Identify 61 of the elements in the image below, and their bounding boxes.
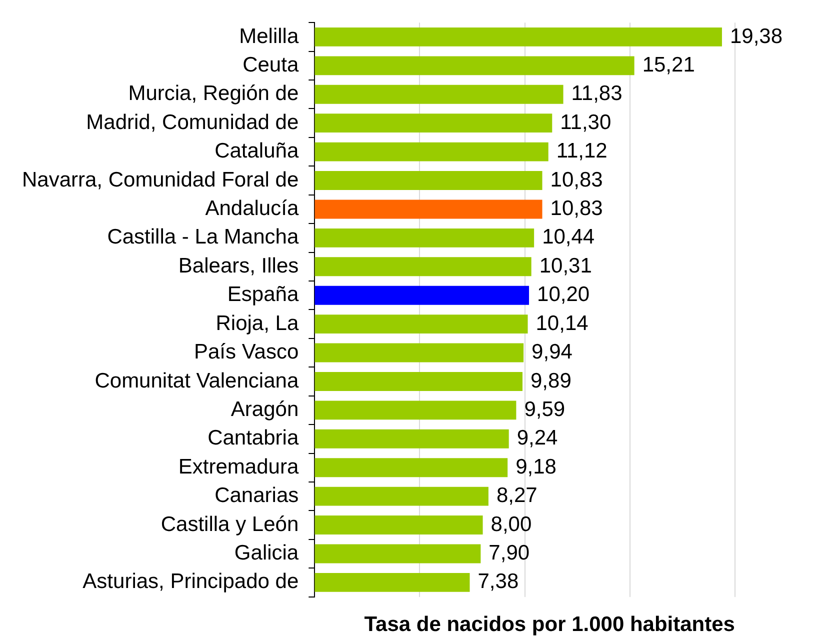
data-label: 8,27 — [496, 484, 538, 508]
data-label: 9,59 — [524, 398, 566, 421]
y-tick-label: Cantabria — [208, 426, 299, 450]
y-tick-label: Comunitat Valenciana — [94, 369, 299, 392]
bar — [314, 544, 481, 564]
data-label: 8,00 — [490, 512, 532, 536]
bar — [314, 114, 552, 133]
y-tick-label: Canarias — [214, 484, 299, 508]
bar — [314, 27, 722, 46]
bar — [314, 486, 488, 506]
bar — [314, 516, 483, 534]
data-label: 9,94 — [532, 340, 573, 364]
bar — [314, 200, 542, 219]
y-tick-label: Rioja, La — [216, 312, 299, 335]
bar — [314, 458, 508, 478]
y-tick-label: Murcia, Región de — [128, 82, 299, 106]
data-label: 11,83 — [571, 82, 622, 106]
bar — [314, 286, 530, 305]
y-tick-label: Ceuta — [242, 53, 299, 76]
data-label: 15,21 — [642, 53, 695, 76]
data-label: 10,44 — [542, 226, 595, 249]
bar — [314, 84, 564, 104]
x-axis-title: Tasa de nacidos por 1.000 habitantes — [364, 613, 735, 636]
data-label: 10,83 — [550, 197, 603, 220]
y-tick-label: Castilla y León — [160, 512, 299, 536]
y-tick-label: Asturias, Principado de — [82, 570, 299, 594]
data-label: 9,18 — [516, 455, 556, 478]
y-tick-label: Balears, Illes — [178, 254, 299, 278]
y-tick-label: Extremadura — [178, 455, 299, 478]
bar — [314, 429, 509, 448]
data-label: 7,90 — [488, 542, 530, 565]
y-tick-label: Aragón — [230, 398, 299, 421]
bar — [314, 56, 634, 76]
y-tick-label: Galicia — [234, 542, 299, 565]
bar — [314, 142, 548, 162]
data-label: 10,31 — [539, 254, 592, 278]
data-label: 11,12 — [556, 140, 608, 163]
bar — [314, 372, 523, 391]
y-tick-label: Navarra, Comunidad Foral de — [22, 168, 299, 192]
bar — [314, 572, 470, 592]
bar — [314, 343, 524, 362]
data-label: 10,83 — [550, 168, 603, 192]
y-tick-label: País Vasco — [194, 340, 299, 364]
bar — [314, 314, 528, 334]
data-label: 7,38 — [478, 570, 519, 594]
data-label: 9,24 — [516, 426, 558, 450]
data-label: 9,89 — [530, 369, 572, 392]
bar — [314, 400, 516, 420]
y-tick-label: Cataluña — [214, 140, 299, 163]
y-tick-label: Castilla - La Mancha — [107, 226, 299, 249]
data-label: 10,14 — [536, 312, 589, 335]
data-label: 19,38 — [730, 24, 783, 48]
bar — [314, 228, 534, 248]
y-tick-label: España — [227, 283, 299, 306]
bar — [314, 171, 542, 190]
y-tick-label: Melilla — [239, 24, 299, 48]
data-label: 11,30 — [560, 110, 612, 134]
y-tick-label: Andalucía — [205, 197, 299, 220]
data-label: 10,20 — [537, 283, 590, 306]
y-tick-label: Madrid, Comunidad de — [86, 110, 299, 134]
bar — [314, 257, 532, 276]
